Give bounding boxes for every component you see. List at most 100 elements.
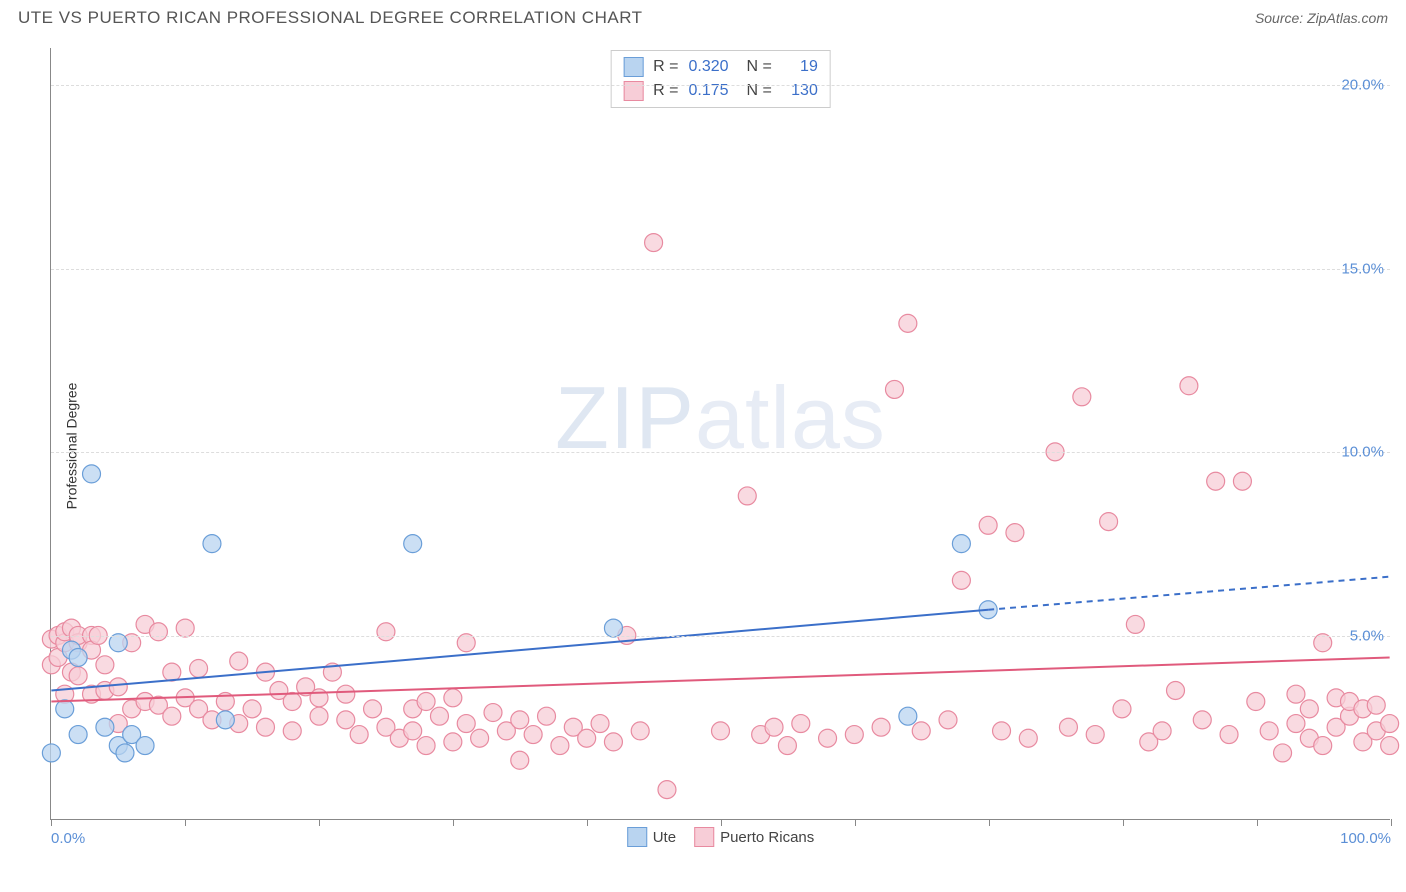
scatter-point: [283, 722, 301, 740]
scatter-svg: [51, 48, 1390, 819]
scatter-point: [136, 737, 154, 755]
pr-label: Puerto Ricans: [720, 829, 814, 846]
scatter-point: [1300, 700, 1318, 718]
scatter-point: [899, 707, 917, 725]
scatter-point: [283, 693, 301, 711]
scatter-point: [524, 726, 542, 744]
scatter-point: [190, 659, 208, 677]
scatter-point: [56, 700, 74, 718]
scatter-point: [511, 711, 529, 729]
ytick-label: 10.0%: [1341, 444, 1384, 461]
xtick: [1391, 819, 1392, 826]
xtick-label: 100.0%: [1340, 830, 1391, 847]
gridline-h: [51, 636, 1390, 637]
scatter-point: [230, 652, 248, 670]
scatter-point: [845, 726, 863, 744]
scatter-point: [1207, 472, 1225, 490]
scatter-point: [1113, 700, 1131, 718]
scatter-point: [176, 619, 194, 637]
scatter-point: [163, 707, 181, 725]
scatter-point: [631, 722, 649, 740]
scatter-point: [417, 693, 435, 711]
xtick: [1123, 819, 1124, 826]
swatch-ute-2: [627, 827, 647, 847]
scatter-point: [658, 781, 676, 799]
scatter-point: [1260, 722, 1278, 740]
scatter-point: [1167, 682, 1185, 700]
scatter-point: [257, 718, 275, 736]
trend-line: [51, 657, 1389, 701]
scatter-point: [216, 711, 234, 729]
scatter-point: [243, 700, 261, 718]
xtick: [855, 819, 856, 826]
scatter-point: [1086, 726, 1104, 744]
xtick-label: 0.0%: [51, 830, 85, 847]
trend-line-dashed: [988, 577, 1389, 610]
scatter-point: [1193, 711, 1211, 729]
gridline-h: [51, 269, 1390, 270]
scatter-point: [819, 729, 837, 747]
scatter-point: [417, 737, 435, 755]
scatter-point: [444, 733, 462, 751]
scatter-point: [1233, 472, 1251, 490]
scatter-point: [444, 689, 462, 707]
bottom-legend: Ute Puerto Ricans: [627, 827, 815, 847]
scatter-point: [83, 465, 101, 483]
ytick-label: 20.0%: [1341, 76, 1384, 93]
xtick: [185, 819, 186, 826]
scatter-point: [1006, 524, 1024, 542]
scatter-point: [1126, 615, 1144, 633]
scatter-point: [350, 726, 368, 744]
scatter-point: [885, 380, 903, 398]
scatter-point: [404, 722, 422, 740]
scatter-point: [645, 234, 663, 252]
scatter-point: [952, 571, 970, 589]
gridline-h: [51, 452, 1390, 453]
xtick: [587, 819, 588, 826]
scatter-point: [1367, 696, 1385, 714]
scatter-point: [912, 722, 930, 740]
scatter-point: [69, 667, 87, 685]
chart-plot-area: ZIPatlas R = 0.320 N = 19 R = 0.175 N = …: [50, 48, 1390, 820]
scatter-point: [792, 715, 810, 733]
scatter-point: [203, 535, 221, 553]
scatter-point: [404, 535, 422, 553]
scatter-point: [337, 711, 355, 729]
xtick: [51, 819, 52, 826]
xtick: [721, 819, 722, 826]
scatter-point: [1287, 685, 1305, 703]
scatter-point: [42, 744, 60, 762]
scatter-point: [1220, 726, 1238, 744]
chart-title: UTE VS PUERTO RICAN PROFESSIONAL DEGREE …: [18, 8, 643, 28]
scatter-point: [604, 733, 622, 751]
scatter-point: [96, 718, 114, 736]
scatter-point: [69, 726, 87, 744]
scatter-point: [712, 722, 730, 740]
xtick: [453, 819, 454, 826]
xtick: [319, 819, 320, 826]
scatter-point: [69, 648, 87, 666]
scatter-point: [310, 707, 328, 725]
scatter-point: [511, 751, 529, 769]
gridline-h: [51, 85, 1390, 86]
scatter-point: [1019, 729, 1037, 747]
scatter-point: [551, 737, 569, 755]
scatter-point: [471, 729, 489, 747]
scatter-point: [939, 711, 957, 729]
ytick-label: 5.0%: [1350, 628, 1384, 645]
scatter-point: [1247, 693, 1265, 711]
scatter-point: [578, 729, 596, 747]
scatter-point: [1059, 718, 1077, 736]
scatter-point: [778, 737, 796, 755]
scatter-point: [872, 718, 890, 736]
scatter-point: [952, 535, 970, 553]
scatter-point: [538, 707, 556, 725]
scatter-point: [1381, 737, 1399, 755]
bottom-legend-pr: Puerto Ricans: [694, 827, 814, 847]
scatter-point: [96, 656, 114, 674]
scatter-point: [1153, 722, 1171, 740]
scatter-point: [149, 623, 167, 641]
bottom-legend-ute: Ute: [627, 827, 676, 847]
scatter-point: [993, 722, 1011, 740]
scatter-point: [1314, 737, 1332, 755]
